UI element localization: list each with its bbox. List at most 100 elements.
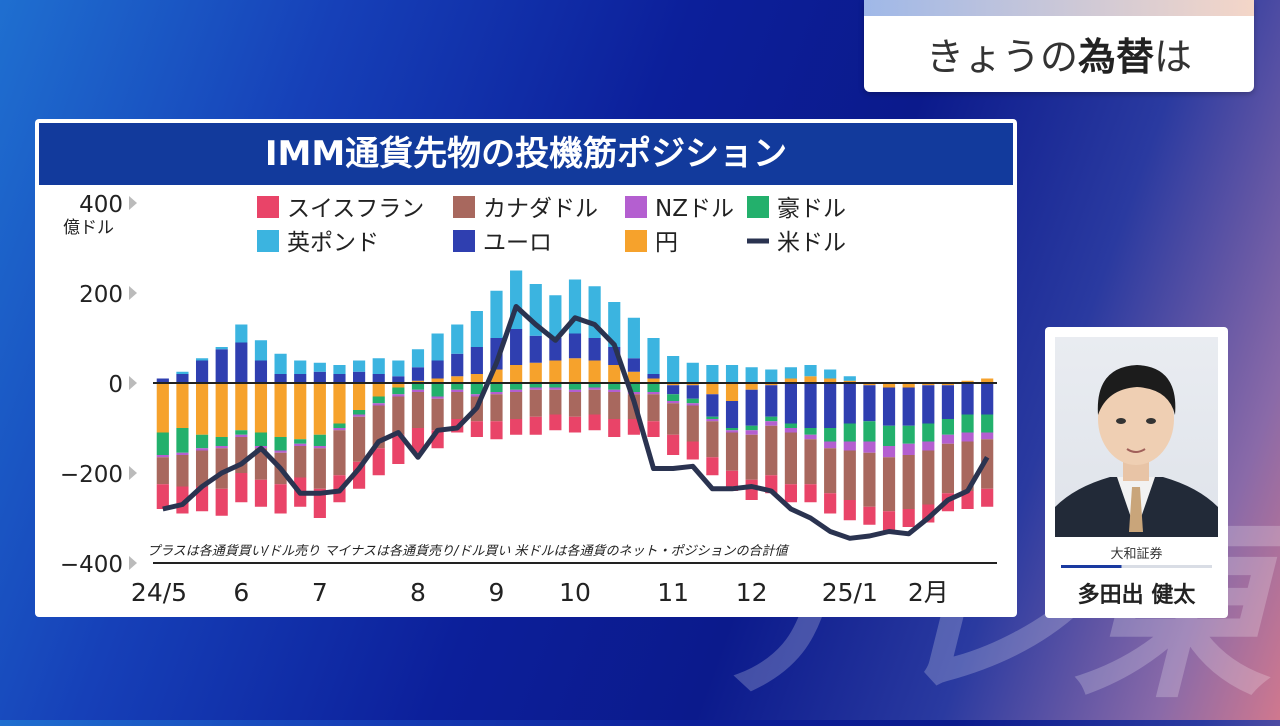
bar-jpy (784, 378, 797, 383)
y-tick-label: 0 (108, 372, 123, 398)
x-tick-label: 25/1 (822, 578, 878, 607)
bar-nzd (313, 446, 326, 449)
bar-aud (156, 432, 169, 455)
bar-nzd (706, 419, 719, 422)
bar-cad (215, 448, 228, 489)
bar-jpy (941, 383, 955, 386)
title-accent-bar (864, 0, 1254, 16)
commentator-card: 大和証券 多田出 健太 (1045, 327, 1228, 618)
commentator-photo (1055, 337, 1218, 537)
bar-chf (784, 484, 797, 503)
bar-eur (882, 387, 896, 426)
bar-chf (490, 421, 503, 440)
x-tick-label: 24/5 (131, 578, 187, 607)
y-tick-arrow (129, 466, 137, 480)
bar-jpy (843, 380, 856, 383)
bar-cad (549, 389, 562, 415)
bar-cad (313, 448, 326, 489)
bar-nzd (981, 432, 994, 440)
bar-nzd (588, 387, 601, 390)
bar-cad (784, 432, 797, 485)
bar-aud (824, 428, 837, 442)
bar-gbp (215, 347, 228, 350)
bar-chf (372, 448, 385, 476)
legend-label-chf: スイスフラン (287, 196, 424, 222)
bar-nzd (725, 430, 739, 433)
bar-cad (156, 457, 169, 485)
bar-aud (863, 421, 876, 442)
bar-chf (568, 416, 582, 433)
bar-cad (941, 443, 955, 494)
bar-nzd (392, 394, 405, 397)
bar-gbp (765, 369, 778, 383)
bar-chf (706, 457, 719, 476)
bar-jpy (529, 362, 542, 383)
bar-cad (902, 455, 915, 509)
bar-cad (431, 398, 444, 431)
bar-nzd (470, 394, 483, 397)
bar-cad (824, 448, 837, 494)
segment-title-suffix: は (1154, 35, 1193, 79)
bar-jpy (667, 383, 680, 386)
bar-aud (608, 383, 621, 390)
bar-gbp (470, 311, 483, 347)
bar-gbp (353, 360, 366, 372)
bar-jpy (215, 383, 228, 437)
bar-eur (313, 371, 326, 383)
segment-title-plain: きょうの (925, 35, 1078, 79)
bar-jpy (922, 383, 935, 386)
bar-cad (745, 434, 758, 480)
bar-eur (392, 376, 405, 383)
bar-aud (922, 423, 935, 442)
bar-eur (784, 383, 797, 424)
bar-gbp (667, 356, 680, 383)
bar-aud (215, 437, 228, 446)
bar-cad (686, 405, 699, 442)
commentator-name: 多田出 健太 (1077, 583, 1196, 608)
bar-jpy (510, 365, 523, 383)
bar-aud (804, 428, 817, 435)
bar-chf (882, 511, 896, 532)
bar-aud (725, 428, 739, 431)
bar-cad (510, 392, 523, 419)
bar-chf (824, 493, 837, 514)
bar-aud (568, 383, 582, 390)
bar-aud (235, 430, 248, 435)
bar-gbp (176, 371, 189, 374)
bar-eur (431, 360, 444, 379)
bar-chf (981, 488, 994, 507)
bar-aud (961, 414, 974, 433)
y-tick-arrow (129, 286, 137, 300)
bar-nzd (882, 446, 896, 458)
bar-aud (981, 414, 994, 433)
bar-chf (902, 509, 915, 527)
bar-nzd (431, 396, 444, 399)
segment-title: きょうの為替は (864, 26, 1254, 81)
bar-jpy (313, 383, 326, 435)
bar-nzd (156, 455, 169, 458)
bar-eur (745, 389, 758, 426)
bar-cad (667, 403, 680, 435)
x-tick-label: 12 (736, 578, 768, 607)
bar-aud (451, 383, 464, 390)
bar-chf (608, 419, 621, 437)
bar-jpy (647, 378, 660, 383)
bar-cad (392, 396, 405, 435)
bar-cad (451, 392, 464, 419)
bar-eur (195, 360, 209, 383)
bar-cad (254, 448, 268, 480)
bar-eur (804, 383, 817, 428)
bar-nzd (176, 452, 189, 455)
bar-gbp (274, 353, 287, 374)
bar-jpy (804, 376, 817, 383)
bar-jpy (274, 383, 287, 437)
legend-swatch-aud (747, 196, 769, 218)
bar-aud (627, 383, 640, 392)
x-tick-label: 8 (410, 578, 426, 607)
legend-swatch-eur (453, 230, 475, 252)
legend-label-aud: 豪ドル (777, 196, 846, 222)
bar-nzd (490, 392, 503, 395)
bar-gbp (784, 367, 797, 379)
bar-jpy (235, 383, 248, 431)
bar-eur (372, 374, 385, 383)
